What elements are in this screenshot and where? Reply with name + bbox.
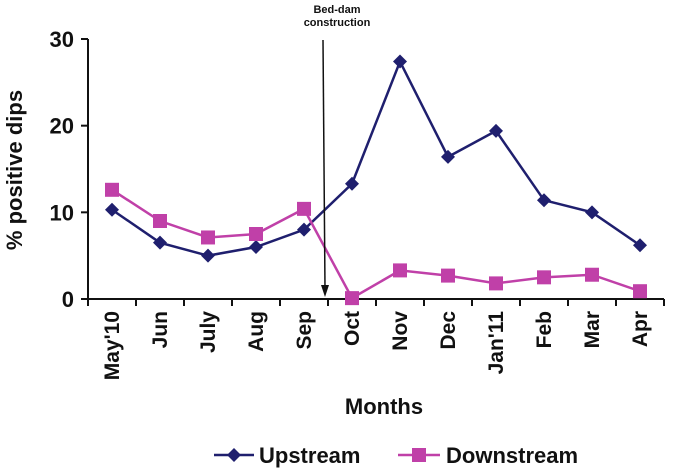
y-ticks: 0 10 20 30 — [50, 27, 88, 312]
legend-label-downstream: Downstream — [446, 443, 578, 468]
data-point-upstream — [105, 202, 119, 217]
x-tick-label-may-10: May'10 — [101, 311, 124, 380]
series-line-upstream — [111, 58, 641, 257]
data-point-downstream — [633, 284, 647, 299]
x-tick-label-jun: Jun — [149, 311, 172, 348]
x-tick-label-apr: Apr — [629, 311, 652, 347]
data-point-downstream — [393, 263, 407, 278]
x-ticks: May'10 Jun July Aug Sep Oct Nov Dec Jan'11 Feb Mar… — [87, 299, 665, 380]
data-point-downstream — [345, 291, 359, 306]
data-point-upstream — [489, 123, 503, 138]
x-tick-label-oct: Oct — [341, 311, 364, 346]
y-tick-label: 0 — [62, 287, 74, 312]
y-axis-title: % positive dips — [2, 90, 27, 250]
data-point-downstream — [201, 230, 215, 245]
y-tick-label: 10 — [50, 200, 74, 225]
x-tick-label-july: July — [197, 311, 220, 353]
annotation-arrow-head — [321, 285, 329, 297]
data-point-upstream — [441, 149, 455, 164]
series-downstream — [105, 182, 647, 306]
data-point-upstream — [249, 240, 263, 254]
legend-label-upstream: Upstream — [259, 443, 360, 468]
x-tick-label-aug: Aug — [245, 311, 268, 352]
data-point-upstream — [537, 193, 551, 208]
data-point-downstream — [105, 182, 119, 197]
data-point-upstream — [153, 235, 167, 250]
x-tick-label-sep: Sep — [293, 311, 316, 350]
data-point-upstream — [585, 205, 599, 220]
x-tick-label-dec: Dec — [437, 311, 460, 350]
data-point-upstream — [201, 248, 215, 263]
y-tick-label: 30 — [50, 27, 74, 52]
data-point-downstream — [489, 276, 503, 291]
annotation: Bed-dam construction — [304, 4, 371, 297]
series-lines — [105, 54, 647, 306]
data-point-upstream — [633, 238, 647, 253]
x-tick-label-mar: Mar — [581, 311, 604, 348]
data-point-downstream — [585, 267, 599, 282]
data-point-upstream — [297, 222, 311, 237]
x-tick-label-nov: Nov — [389, 311, 412, 351]
x-axis-title: Months — [345, 394, 423, 419]
data-point-downstream — [297, 201, 311, 216]
axes — [87, 39, 664, 300]
series-upstream — [105, 54, 647, 263]
data-point-downstream — [249, 227, 263, 241]
annotation-arrow-shaft — [322, 39, 326, 290]
series-line-downstream — [111, 188, 641, 300]
annotation-text-line-2: construction — [304, 17, 371, 29]
data-point-downstream — [537, 270, 551, 285]
data-point-upstream — [393, 54, 407, 69]
legend-marker-downstream — [412, 448, 426, 462]
x-tick-label-jan-11: Jan'11 — [485, 311, 508, 375]
legend-marker-upstream — [227, 448, 241, 462]
annotation-text-line-1: Bed-dam — [313, 4, 360, 16]
legend: Upstream Downstream — [214, 443, 578, 468]
data-point-downstream — [153, 214, 167, 228]
data-point-upstream — [345, 176, 359, 191]
y-tick-label: 20 — [50, 114, 74, 139]
x-tick-label-feb: Feb — [533, 311, 556, 348]
data-point-downstream — [441, 268, 455, 283]
